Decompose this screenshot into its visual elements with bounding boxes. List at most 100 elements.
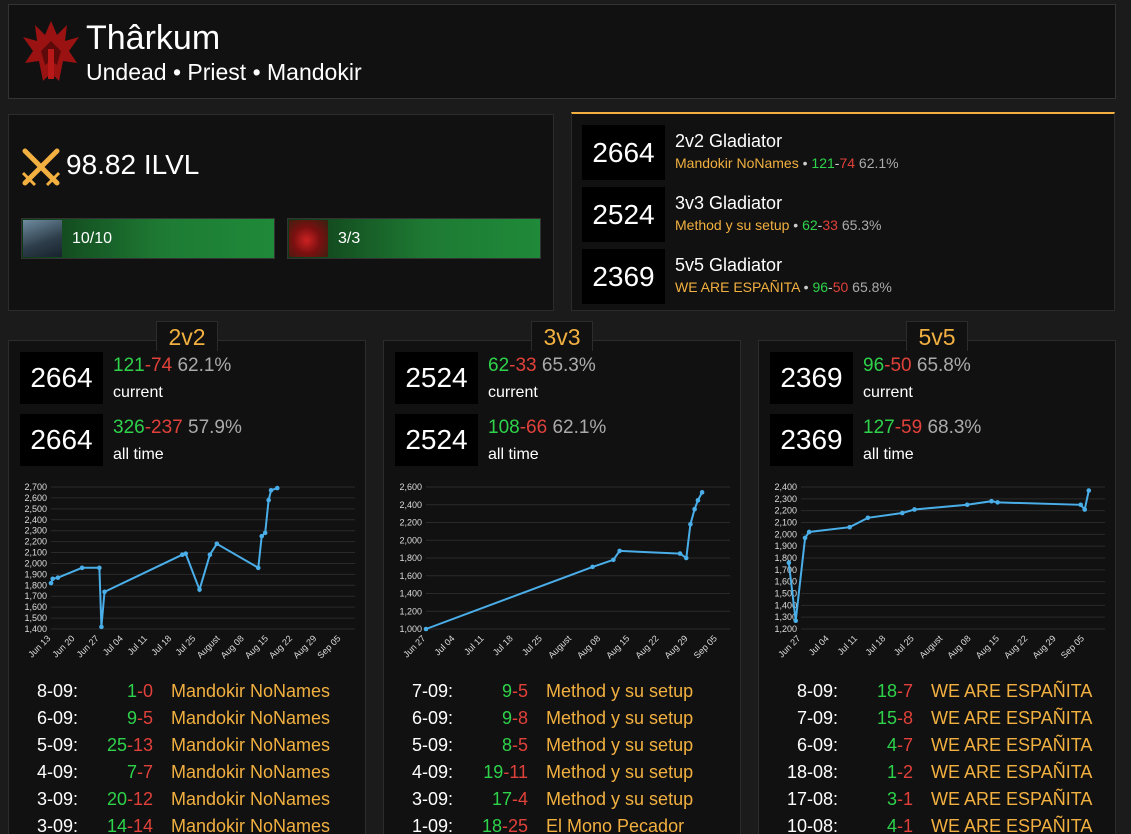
history-date: 7-09: (796, 708, 838, 728)
data-point (214, 541, 220, 547)
x-tick-label: August (546, 633, 573, 660)
history-date: 8-09: (36, 681, 78, 701)
rating-row-2v2[interactable]: 2664 2v2 Gladiator Mandokir NoNames • 12… (582, 125, 1102, 180)
data-point (900, 510, 905, 516)
alltime-record: 108-66 62.1% (488, 417, 607, 438)
history-team[interactable]: Method y su setup (546, 735, 694, 755)
win-pct: 65.3% (841, 217, 882, 233)
alltime-rating: 2524 (395, 414, 478, 466)
bracket-panel-3v3: 3v3 2524 62-33 65.3% current 2524 108-66… (383, 321, 741, 834)
losses: 50 (890, 355, 912, 376)
data-point (102, 589, 107, 595)
rating-team-line: Method y su setup • 62-33 65.3% (675, 217, 882, 233)
wins: 62 (488, 355, 510, 376)
losses: 7 (142, 762, 153, 782)
history-date: 5-09: (411, 735, 453, 755)
losses: 8 (902, 708, 913, 728)
losses: 1 (902, 816, 913, 834)
team-name[interactable]: Mandokir NoNames (675, 155, 799, 171)
wins: 121 (113, 355, 145, 376)
item-level: 98.82 ILVL (66, 149, 200, 180)
history-team[interactable]: Method y su setup (546, 708, 694, 728)
y-tick-label: 2,200 (24, 537, 47, 547)
rating-row-5v5[interactable]: 2369 5v5 Gladiator WE ARE ESPAÑITA • 96-… (582, 249, 1102, 304)
x-tick-label: Aug 08 (219, 633, 246, 660)
data-point (793, 618, 799, 624)
x-tick-label: Aug 22 (1002, 633, 1029, 660)
history-team[interactable]: Method y su setup (546, 762, 694, 782)
y-tick-label: 2,400 (774, 482, 797, 492)
history-record: 3-1 (886, 789, 913, 809)
history-team[interactable]: Mandokir NoNames (171, 762, 331, 782)
history-date: 6-09: (796, 735, 838, 755)
history-team[interactable]: Mandokir NoNames (171, 708, 331, 728)
data-point (617, 548, 622, 554)
history-team[interactable]: WE ARE ESPAÑITA (931, 708, 1093, 728)
history-team[interactable]: Mandokir NoNames (171, 681, 331, 701)
team-name[interactable]: WE ARE ESPAÑITA (675, 279, 800, 295)
alltime-record: 127-59 68.3% (863, 417, 982, 438)
history-team[interactable]: Mandokir NoNames (171, 735, 331, 755)
horde-crest-icon (23, 21, 79, 81)
x-tick-label: Jul 25 (520, 633, 544, 657)
history-record: 4-1 (886, 816, 913, 834)
wins: 108 (488, 417, 520, 438)
raid-thumbnail (289, 220, 328, 257)
losses: 59 (901, 417, 923, 438)
history-team[interactable]: WE ARE ESPAÑITA (931, 816, 1093, 834)
current-record: 96-50 65.8% (863, 355, 971, 376)
history-team[interactable]: Mandokir NoNames (171, 816, 331, 834)
history-record: 1-2 (886, 762, 913, 782)
history-team[interactable]: El Mono Pecador (546, 816, 685, 834)
history-team[interactable]: Method y su setup (546, 789, 694, 809)
wins: 9 (501, 681, 512, 701)
data-point (865, 515, 871, 521)
rating-history-chart[interactable]: 1,000 1,200 1,400 1,600 1,800 2,000 2,200 2,400… (384, 479, 740, 669)
y-tick-label: 2,000 (774, 529, 797, 539)
win-pct: 62.1% (177, 355, 232, 376)
x-tick-label: Aug 22 (267, 633, 294, 660)
history-team[interactable]: WE ARE ESPAÑITA (931, 735, 1093, 755)
losses: 5 (517, 735, 528, 755)
data-point (183, 551, 189, 556)
bracket-tab[interactable]: 3v3 (531, 321, 593, 351)
data-point (677, 551, 683, 556)
wins: 19 (483, 762, 504, 782)
rating-row-3v3[interactable]: 2524 3v3 Gladiator Method y su setup • 6… (582, 187, 1102, 242)
history-team[interactable]: WE ARE ESPAÑITA (931, 681, 1093, 701)
rating-title: 5v5 Gladiator (675, 255, 783, 275)
y-tick-label: 2,000 (399, 535, 422, 545)
data-point (423, 626, 429, 632)
team-name[interactable]: Method y su setup (675, 217, 790, 233)
raid-progress-bar[interactable]: 3/3 (287, 218, 541, 259)
history-team[interactable]: WE ARE ESPAÑITA (931, 762, 1093, 782)
history-record: 8-5 (501, 735, 528, 755)
data-point (99, 624, 104, 630)
history-record: 17-4 (491, 789, 528, 809)
y-tick-label: 1,600 (24, 602, 47, 612)
losses: 74 (839, 155, 856, 171)
data-point (48, 580, 54, 586)
bracket-tab[interactable]: 2v2 (156, 321, 218, 351)
x-tick-label: Jul 11 (836, 633, 860, 657)
data-point (695, 498, 701, 503)
y-tick-label: 2,200 (399, 518, 422, 528)
y-tick-label: 1,300 (774, 612, 797, 622)
history-record: 20-12 (106, 789, 153, 809)
history-team[interactable]: Mandokir NoNames (171, 789, 331, 809)
data-point (266, 497, 271, 503)
rating-history-chart[interactable]: 1,4001,5001,6001,7001,8001,9002,0002,100… (9, 479, 365, 669)
raid-progress-bar[interactable]: 10/10 (21, 218, 275, 259)
x-tick-label: Aug 15 (604, 633, 631, 660)
bracket-tab[interactable]: 5v5 (906, 321, 968, 351)
y-tick-label: 1,700 (24, 591, 47, 601)
alltime-rating: 2664 (20, 414, 103, 466)
y-tick-label: 2,200 (774, 506, 797, 516)
data-point (802, 535, 808, 541)
history-team[interactable]: WE ARE ESPAÑITA (931, 789, 1093, 809)
history-record: 25-13 (106, 735, 153, 755)
y-tick-label: 2,600 (24, 493, 47, 503)
data-point (1082, 507, 1088, 512)
history-team[interactable]: Method y su setup (546, 681, 694, 701)
